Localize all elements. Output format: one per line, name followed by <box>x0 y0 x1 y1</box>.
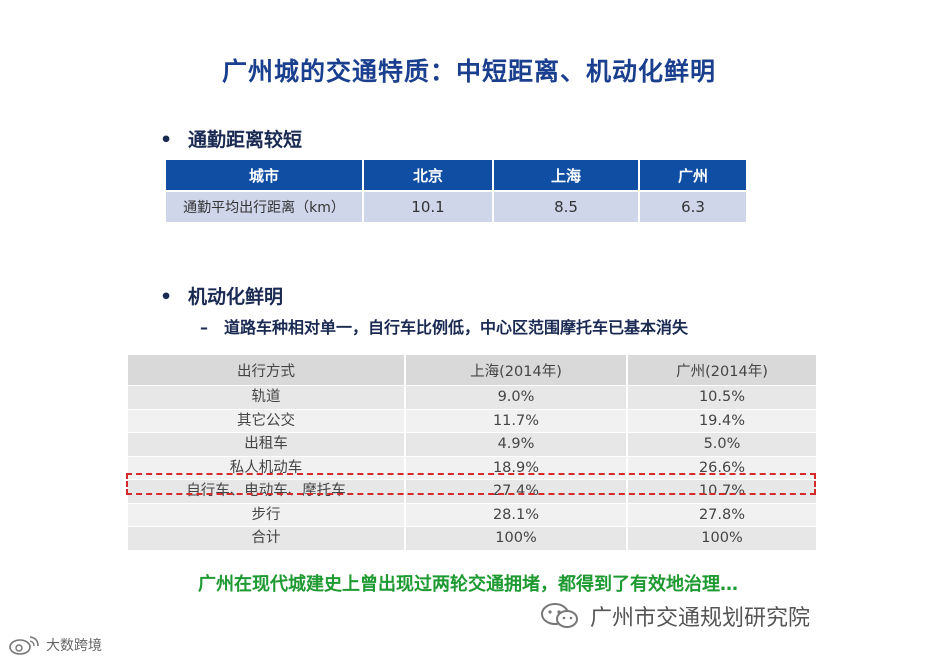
mode-cell: 其它公交 <box>128 408 405 433</box>
brand: 广州市交通规划研究院 <box>540 600 810 632</box>
mode-cell: 出租车 <box>128 432 405 456</box>
row-label: 通勤平均出行距离（km） <box>166 190 363 222</box>
guangzhou-cell: 100% <box>626 526 816 550</box>
bullet-commute: • 通勤距离较短 <box>160 125 302 152</box>
bullet-motorization: • 机动化鲜明 <box>160 282 283 309</box>
table-row: 步行 28.1% 27.8% <box>128 502 816 527</box>
header-shanghai: 上海 <box>492 160 639 191</box>
mode-cell: 合计 <box>128 526 405 550</box>
table-header-row: 城市 北京 上海 广州 <box>166 160 746 191</box>
shanghai-cell: 11.7% <box>404 408 627 433</box>
bullet-dot: • <box>160 129 173 151</box>
guangzhou-cell: 27.8% <box>626 502 816 527</box>
header-shanghai-2014: 上海(2014年) <box>404 355 627 386</box>
table-row: 轨道 9.0% 10.5% <box>128 385 816 409</box>
mode-cell: 私人机动车 <box>128 455 405 480</box>
header-city: 城市 <box>166 160 363 191</box>
watermark: 大数跨境 <box>8 634 102 656</box>
guangzhou-cell: 19.4% <box>626 408 816 433</box>
shanghai-cell: 100% <box>404 526 627 550</box>
bullet-commute-label: 通勤距离较短 <box>188 129 303 151</box>
shanghai-cell: 18.9% <box>404 455 627 480</box>
table-row: 通勤平均出行距离（km） 10.1 8.5 6.3 <box>166 190 746 222</box>
wechat-icon <box>540 603 580 629</box>
shanghai-cell: 9.0% <box>404 385 627 409</box>
slide-title: 广州城的交通特质：中短距离、机动化鲜明 <box>221 57 716 86</box>
mode-cell: 自行车、电动车、摩托车 <box>128 479 405 503</box>
sub-bullet: – 道路车种相对单一，自行车比例低，中心区范围摩托车已基本消失 <box>200 314 688 338</box>
table-header-row: 出行方式 上海(2014年) 广州(2014年) <box>128 355 816 386</box>
dash-symbol: – <box>200 318 208 337</box>
bottom-note: 广州在现代城建史上曾出现过两轮交通拥堵，都得到了有效地治理… <box>198 574 738 595</box>
table-row-highlighted: 自行车、电动车、摩托车 27.4% 10.7% <box>128 479 816 503</box>
guangzhou-cell: 10.7% <box>626 479 816 503</box>
value-beijing: 10.1 <box>362 190 493 222</box>
bullet-motorization-label: 机动化鲜明 <box>188 286 284 308</box>
shanghai-cell: 28.1% <box>404 502 627 527</box>
header-guangzhou-2014: 广州(2014年) <box>626 355 816 386</box>
mode-share-table: 出行方式 上海(2014年) 广州(2014年) 轨道 9.0% 10.5% 其… <box>128 355 816 550</box>
mode-cell: 步行 <box>128 502 405 527</box>
table-row: 其它公交 11.7% 19.4% <box>128 408 816 433</box>
value-shanghai: 8.5 <box>492 190 639 222</box>
sub-bullet-text: 道路车种相对单一，自行车比例低，中心区范围摩托车已基本消失 <box>224 318 689 337</box>
table-row: 私人机动车 18.9% 26.6% <box>128 455 816 480</box>
header-mode: 出行方式 <box>128 355 405 386</box>
shanghai-cell: 4.9% <box>404 432 627 456</box>
watermark-text: 大数跨境 <box>46 638 102 654</box>
header-guangzhou: 广州 <box>638 160 746 191</box>
commute-distance-table: 城市 北京 上海 广州 通勤平均出行距离（km） 10.1 8.5 6.3 <box>166 160 746 222</box>
weibo-icon <box>8 634 42 656</box>
shanghai-cell: 27.4% <box>404 479 627 503</box>
table-row-total: 合计 100% 100% <box>128 526 816 550</box>
brand-text: 广州市交通规划研究院 <box>590 606 811 631</box>
bullet-dot: • <box>160 286 173 308</box>
guangzhou-cell: 10.5% <box>626 385 816 409</box>
guangzhou-cell: 5.0% <box>626 432 816 456</box>
table-row: 出租车 4.9% 5.0% <box>128 432 816 456</box>
header-beijing: 北京 <box>362 160 493 191</box>
value-guangzhou: 6.3 <box>638 190 746 222</box>
mode-cell: 轨道 <box>128 385 405 409</box>
guangzhou-cell: 26.6% <box>626 455 816 480</box>
